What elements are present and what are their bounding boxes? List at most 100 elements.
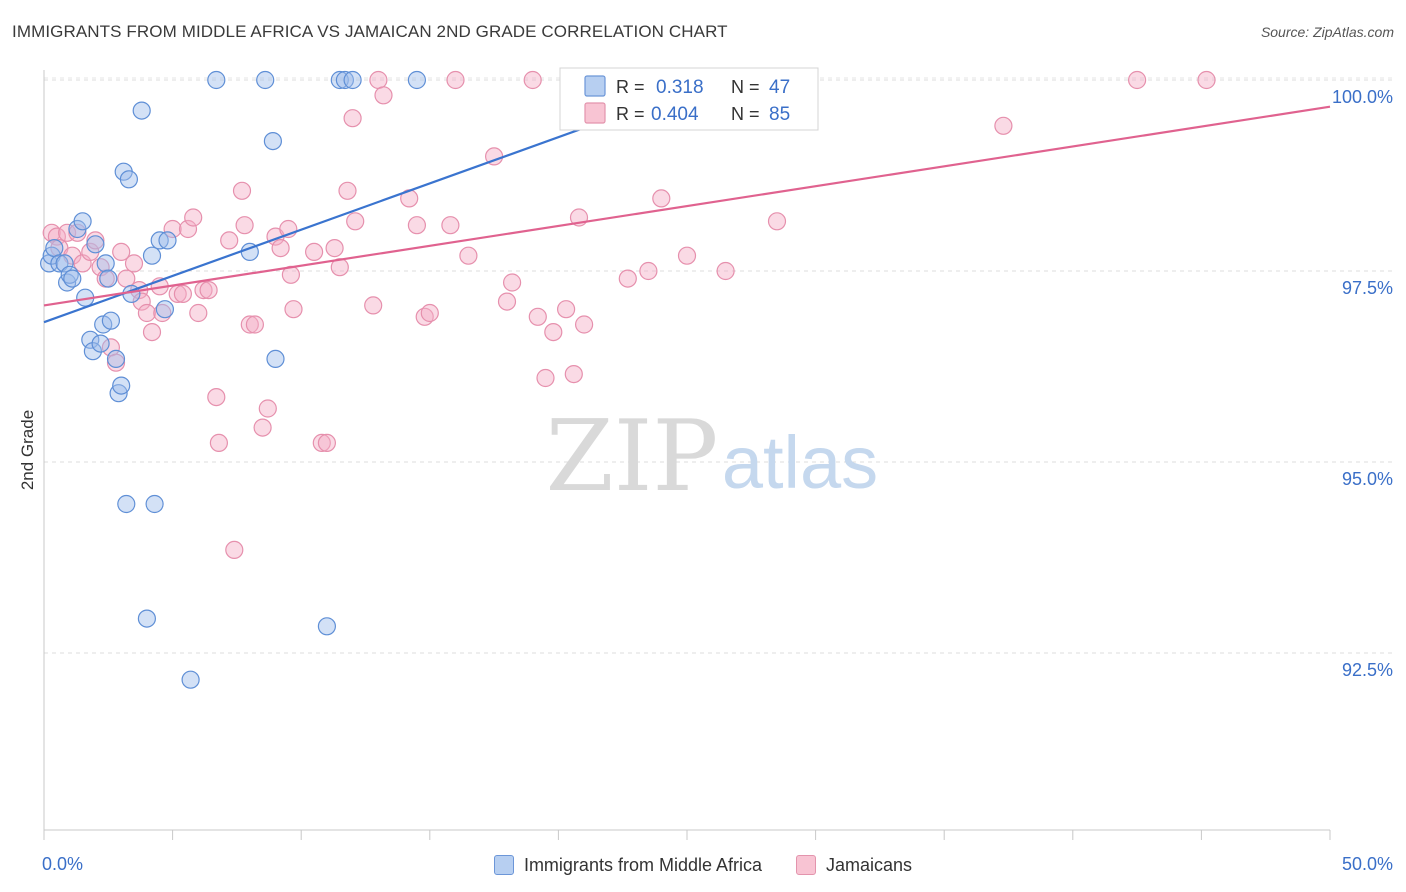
stats-n-label-pink: N = — [731, 104, 760, 124]
point-jamaicans — [325, 239, 344, 258]
point-jamaicans — [528, 307, 547, 326]
point-jamaicans — [1127, 70, 1147, 90]
point-jamaicans — [225, 540, 244, 560]
point-jamaicans — [544, 323, 563, 342]
point-jamaicans — [253, 418, 272, 437]
point-jamaicans — [178, 219, 198, 239]
x-ticks — [43, 830, 1331, 840]
point-immigrants — [137, 609, 156, 628]
point-jamaicans — [523, 70, 542, 90]
point-jamaicans — [47, 227, 67, 246]
point-jamaicans — [173, 284, 192, 303]
point-jamaicans — [189, 303, 208, 323]
point-jamaicans — [639, 261, 658, 281]
point-jamaicans — [86, 231, 105, 250]
point-jamaicans — [106, 353, 126, 372]
point-jamaicans — [137, 303, 156, 323]
gridlines — [44, 77, 1392, 654]
point-jamaicans — [207, 388, 226, 407]
point-jamaicans — [284, 300, 303, 319]
point-jamaicans — [364, 296, 383, 315]
point-immigrants — [263, 132, 282, 151]
stats-n-value-pink: 85 — [769, 104, 790, 125]
point-jamaicans — [317, 433, 336, 452]
point-immigrants — [150, 231, 169, 250]
point-jamaicans — [369, 70, 388, 90]
point-jamaicans — [199, 281, 218, 300]
point-immigrants — [343, 70, 362, 90]
point-immigrants — [81, 330, 100, 349]
point-jamaicans — [124, 254, 144, 273]
point-immigrants — [99, 269, 118, 288]
y-tick-label: 97.5% — [1342, 278, 1393, 298]
source-label: Source: ZipAtlas.com — [1260, 24, 1394, 40]
legend-item-immigrants[interactable]: Immigrants from Middle Africa — [493, 854, 762, 876]
point-immigrants — [83, 342, 103, 361]
point-immigrants — [145, 494, 164, 514]
point-jamaicans — [209, 433, 228, 452]
watermark-zip: ZIP — [546, 400, 719, 514]
x-tick-label-min: 0.0% — [42, 854, 83, 874]
stats-r-value-pink: 0.404 — [651, 104, 699, 125]
point-jamaicans — [618, 269, 637, 288]
point-jamaicans — [240, 315, 259, 334]
watermark-atlas: atlas — [722, 421, 878, 504]
point-immigrants — [45, 239, 64, 258]
point-jamaicans — [245, 315, 264, 334]
point-jamaicans — [564, 365, 583, 384]
pink-points — [42, 70, 1216, 560]
point-jamaicans — [767, 212, 787, 231]
point-jamaicans — [305, 242, 324, 261]
point-jamaicans — [258, 399, 277, 418]
point-jamaicans — [441, 216, 460, 235]
legend-label-immigrants: Immigrants from Middle Africa — [523, 854, 762, 875]
point-jamaicans — [446, 70, 465, 90]
point-jamaicans — [374, 86, 393, 105]
point-jamaicans — [312, 433, 331, 452]
point-jamaicans — [232, 181, 252, 200]
point-immigrants — [256, 70, 275, 90]
point-jamaicans — [420, 303, 439, 323]
y-axis-label: 2nd Grade — [18, 410, 37, 490]
point-immigrants — [330, 70, 349, 90]
point-immigrants — [63, 269, 82, 288]
y-tick-labels: 92.5% 95.0% 97.5% 100.0% — [1332, 87, 1393, 680]
point-immigrants — [91, 334, 110, 353]
point-jamaicans — [652, 189, 671, 208]
legend-item-jamaicans[interactable]: Jamaicans — [796, 855, 912, 876]
point-immigrants — [407, 70, 426, 90]
point-jamaicans — [235, 216, 254, 235]
point-immigrants — [142, 246, 162, 265]
stats-r-label-blue: R = — [616, 77, 645, 97]
point-immigrants — [112, 376, 131, 395]
x-tick-label-max: 50.0% — [1342, 854, 1393, 874]
legend-swatch-blue — [493, 855, 514, 875]
point-immigrants — [106, 349, 126, 368]
point-jamaicans — [407, 216, 426, 235]
stats-swatch-blue — [584, 75, 606, 97]
point-immigrants — [317, 617, 336, 636]
point-jamaicans — [574, 315, 594, 334]
point-jamaicans — [1197, 70, 1216, 90]
legend-label-jamaicans: Jamaicans — [826, 854, 913, 875]
point-immigrants — [207, 70, 226, 90]
stats-swatch-pink — [584, 102, 606, 124]
point-immigrants — [117, 494, 136, 514]
point-immigrants — [101, 311, 121, 330]
point-jamaicans — [677, 246, 697, 265]
point-jamaicans — [132, 292, 151, 311]
point-immigrants — [155, 300, 174, 319]
chart-title: IMMIGRANTS FROM MIDDLE AFRICA VS JAMAICA… — [12, 22, 728, 41]
legend-swatch-pink — [796, 855, 816, 875]
legend: Immigrants from Middle Africa Jamaicans — [0, 852, 1406, 878]
stats-n-label-blue: N = — [731, 77, 760, 97]
point-jamaicans — [142, 323, 162, 342]
point-jamaicans — [497, 292, 517, 311]
point-immigrants — [266, 349, 285, 368]
point-immigrants — [73, 212, 92, 231]
point-jamaicans — [343, 109, 362, 128]
y-tick-label: 95.0% — [1342, 469, 1393, 489]
y-tick-label: 92.5% — [1342, 660, 1393, 680]
point-jamaicans — [163, 219, 182, 239]
